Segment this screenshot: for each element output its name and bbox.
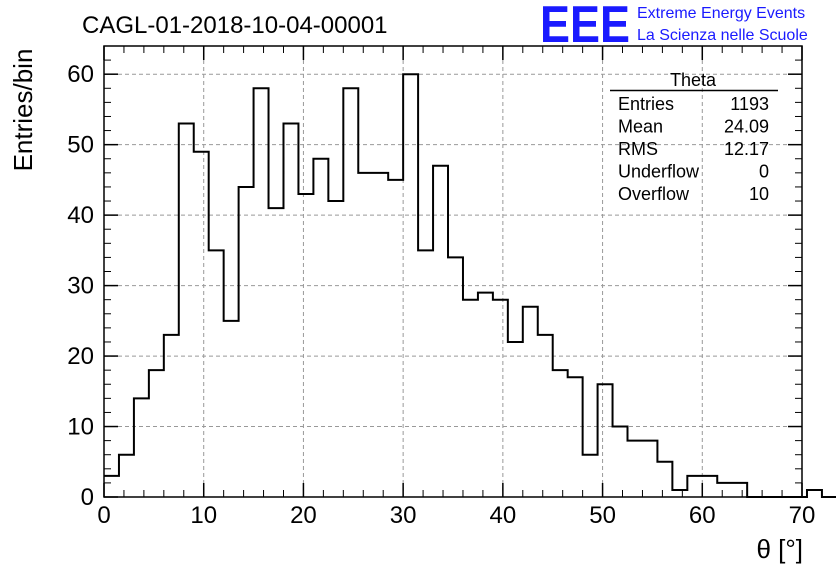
x-tick-label: 70 (789, 502, 816, 529)
stats-box: Theta Entries 1193 Mean 24.09 RMS 12.17 Underf… (610, 70, 778, 204)
grid-lines (104, 46, 802, 497)
x-tick-label: 0 (97, 502, 110, 529)
x-tick-label: 50 (589, 502, 616, 529)
histogram-line (104, 73, 836, 498)
x-tick-label: 30 (390, 502, 417, 529)
y-tick-label: 30 (67, 273, 94, 300)
x-tick-label: 60 (689, 502, 716, 529)
logo-line2: La Scienza nelle Scuole (637, 27, 808, 44)
x-axis-label: θ [°] (756, 534, 803, 564)
stats-title: Theta (670, 70, 717, 90)
stats-value: 24.09 (724, 117, 769, 137)
stats-label: Overflow (618, 184, 690, 204)
x-tick-label: 40 (490, 502, 517, 529)
y-tick-label: 20 (67, 343, 94, 370)
stats-label: Entries (618, 94, 674, 114)
stats-value: 1193 (730, 94, 769, 114)
y-axis-label: Entries/bin (8, 49, 38, 172)
y-tick-label: 10 (67, 414, 94, 441)
stats-value: 12.17 (724, 139, 769, 159)
stats-label: RMS (618, 139, 658, 159)
plot-frame (103, 45, 803, 498)
logo-line1: Extreme Energy Events (637, 5, 805, 22)
y-tick-label: 0 (81, 484, 94, 511)
y-tick-label: 60 (67, 61, 94, 88)
x-tick-label: 10 (190, 502, 217, 529)
chart-title: CAGL-01-2018-10-04-00001 (82, 12, 388, 39)
logo-letters: EEE (540, 0, 630, 54)
x-axis: 0 10 20 30 40 50 60 70 (97, 46, 815, 529)
stats-label: Mean (618, 117, 663, 137)
stats-rows: Entries 1193 Mean 24.09 RMS 12.17 Underflow 0 Ov… (618, 94, 769, 204)
y-tick-label: 40 (67, 202, 94, 229)
eee-logo: EEE Extreme Energy Events La Scienza nel… (540, 0, 808, 54)
stats-value: 10 (749, 184, 769, 204)
y-tick-label: 50 (67, 132, 94, 159)
stats-value: 0 (759, 162, 769, 182)
stats-label: Underflow (618, 162, 700, 182)
x-tick-label: 20 (290, 502, 317, 529)
